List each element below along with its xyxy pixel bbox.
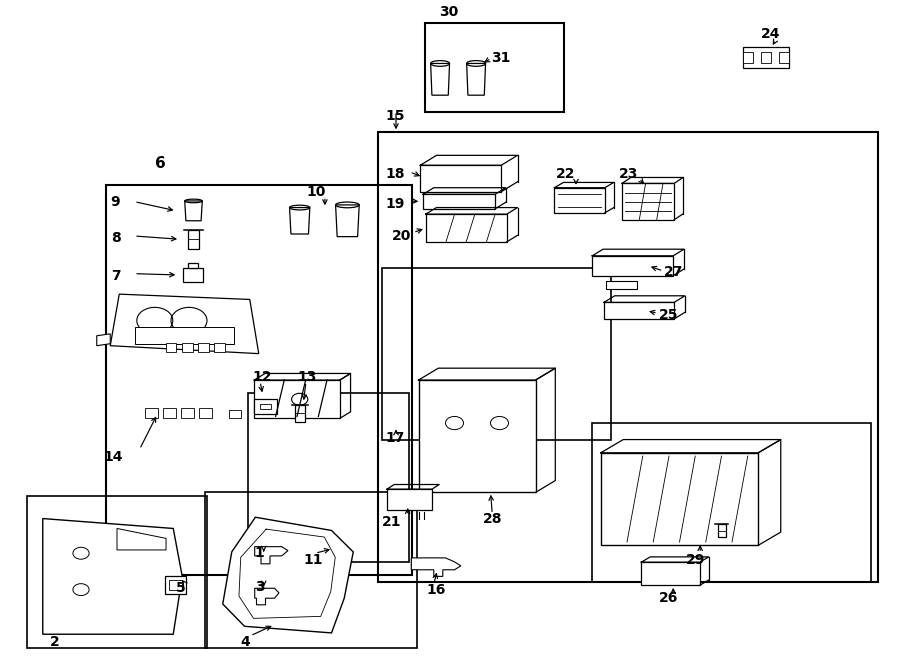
Polygon shape [604,303,674,319]
Text: 31: 31 [491,51,511,65]
Text: 25: 25 [659,308,679,323]
Polygon shape [742,46,789,68]
Bar [592,423,871,582]
Polygon shape [426,214,507,242]
Text: 16: 16 [427,582,446,597]
Polygon shape [229,410,241,418]
Text: 8: 8 [111,231,121,245]
Polygon shape [336,205,359,237]
Text: 9: 9 [111,194,121,209]
Polygon shape [182,343,193,352]
Polygon shape [255,547,288,564]
Polygon shape [169,580,182,590]
Polygon shape [295,405,304,422]
Polygon shape [163,408,176,418]
Text: 29: 29 [686,553,706,567]
Polygon shape [290,208,310,234]
Polygon shape [184,201,202,221]
Polygon shape [467,63,486,95]
Polygon shape [183,268,202,282]
Polygon shape [430,63,450,95]
Text: 5: 5 [176,581,185,596]
Bar [378,132,878,582]
Polygon shape [181,408,194,418]
Text: 13: 13 [297,369,317,384]
Polygon shape [43,518,182,635]
Text: 15: 15 [385,108,405,123]
Bar [425,23,564,112]
Text: 23: 23 [619,167,639,181]
Polygon shape [760,52,771,63]
Polygon shape [165,576,186,594]
Polygon shape [387,489,432,510]
Text: 26: 26 [659,591,679,605]
Polygon shape [223,517,353,633]
Bar [106,185,412,575]
Text: 30: 30 [439,5,458,19]
Text: 2: 2 [50,635,59,650]
Polygon shape [111,294,259,354]
Polygon shape [778,52,789,63]
Polygon shape [255,380,340,418]
Polygon shape [718,524,725,537]
Text: 11: 11 [303,553,323,567]
Text: 14: 14 [104,450,123,465]
Polygon shape [214,343,225,352]
Polygon shape [554,188,605,213]
Polygon shape [199,408,212,418]
Text: 6: 6 [155,157,166,171]
Polygon shape [592,256,673,276]
Text: 7: 7 [111,268,121,283]
Text: 24: 24 [760,27,780,42]
Bar [27,496,207,648]
Polygon shape [411,558,461,576]
Polygon shape [188,263,198,268]
Text: 20: 20 [392,229,411,243]
Text: 19: 19 [385,196,405,211]
Text: 22: 22 [556,167,576,181]
Bar [205,492,417,648]
Text: 18: 18 [385,167,405,181]
Polygon shape [641,562,700,586]
Text: 27: 27 [664,265,684,280]
Text: 21: 21 [382,515,401,529]
Polygon shape [254,399,277,414]
Text: 10: 10 [306,184,326,199]
Polygon shape [423,194,495,209]
Text: 12: 12 [252,369,272,384]
Text: 1: 1 [255,546,265,561]
Text: 3: 3 [255,580,265,594]
Polygon shape [601,453,758,545]
Polygon shape [198,343,209,352]
Polygon shape [418,380,536,492]
Polygon shape [420,165,501,192]
Polygon shape [622,184,674,219]
Polygon shape [145,408,158,418]
Polygon shape [255,588,279,605]
Polygon shape [117,529,166,550]
Polygon shape [742,52,753,63]
Polygon shape [606,281,637,289]
Polygon shape [166,343,176,352]
Polygon shape [97,334,111,346]
Bar [248,393,409,562]
Text: 4: 4 [240,635,250,650]
Bar [382,268,611,440]
Polygon shape [188,230,200,249]
Text: 17: 17 [385,430,405,445]
Text: 28: 28 [482,512,502,526]
Polygon shape [135,327,234,344]
Polygon shape [259,404,271,409]
